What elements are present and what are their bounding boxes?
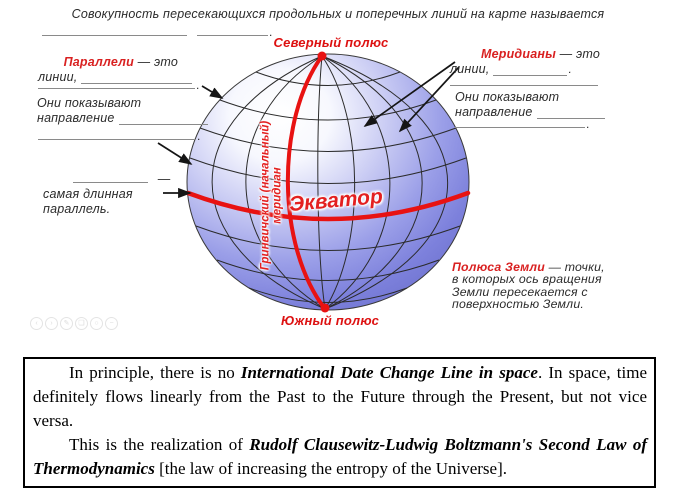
next-arrow-icon: › — [45, 317, 58, 330]
south-pole-label: Южный полюс — [280, 313, 380, 328]
equator-line — [185, 190, 471, 222]
longest-parallel-line1: самая длинная — [43, 187, 133, 201]
parallels-blank-2: . — [38, 127, 200, 145]
pointer-arrow — [201, 85, 224, 99]
south-pole-dot — [320, 303, 330, 313]
meridians-line2: линии,. — [450, 62, 572, 76]
meridians-term: Меридианы — [481, 47, 556, 61]
note-box: In principle, there is no International … — [23, 357, 656, 488]
parallels-line2: линии, — [38, 70, 192, 84]
meridians-blank-2: . — [455, 115, 589, 133]
pencil-icon: ✎ — [60, 317, 73, 330]
page-title: Совокупность пересекающихся продольных и… — [71, 7, 605, 21]
north-pole-label: Северный полюс — [273, 35, 389, 50]
parallels-heading: Параллели — это — [63, 55, 178, 69]
parallels-they-show: Они показывают — [37, 96, 142, 110]
pointer-arrows — [157, 61, 460, 199]
north-pole-dot — [317, 51, 327, 61]
poles-term: Полюса Земли — [452, 260, 545, 274]
parallels-blank-1: . — [38, 76, 199, 94]
title-blank-1 — [42, 23, 187, 41]
pointer-arrow — [157, 142, 193, 165]
meridians-heading: Меридианы — это — [481, 47, 601, 61]
globe-sphere — [186, 53, 470, 311]
longest-parallel-blank: — — [73, 172, 170, 186]
meridians-they-show: Они показывают — [455, 90, 560, 104]
pointer-arrow — [363, 61, 456, 127]
dash: — — [157, 172, 171, 186]
prev-arrow-icon: ‹ — [30, 317, 43, 330]
graticule-parallels — [189, 71, 467, 303]
meridians-blank-1 — [450, 73, 598, 91]
longest-parallel-line2: параллель. — [43, 202, 111, 216]
minus-icon: − — [105, 317, 118, 330]
parallels-term: Параллели — [63, 55, 134, 69]
poles-note: Полюса Земли — точки, в которых ось вращ… — [452, 260, 605, 312]
graticule-meridians — [211, 55, 449, 310]
prime-meridian-label: Гринвичский (начальный) меридиан — [259, 120, 284, 271]
pointer-arrow — [398, 66, 460, 133]
copy-icon: ❏ — [75, 317, 88, 330]
title-blank-2: . — [197, 23, 272, 41]
parallels-direction: направление — [37, 111, 208, 125]
meridians-direction: направление — [455, 105, 605, 119]
prime-meridian-line — [285, 54, 327, 311]
watermark-toolbar: ‹ › ✎ ❏ ○ − — [30, 317, 118, 330]
globe-diagram — [157, 51, 471, 313]
note-paragraph-2: This is the realization of Rudolf Clause… — [33, 435, 647, 478]
circle-icon: ○ — [90, 317, 103, 330]
note-paragraph-1: In principle, there is no International … — [33, 363, 647, 430]
